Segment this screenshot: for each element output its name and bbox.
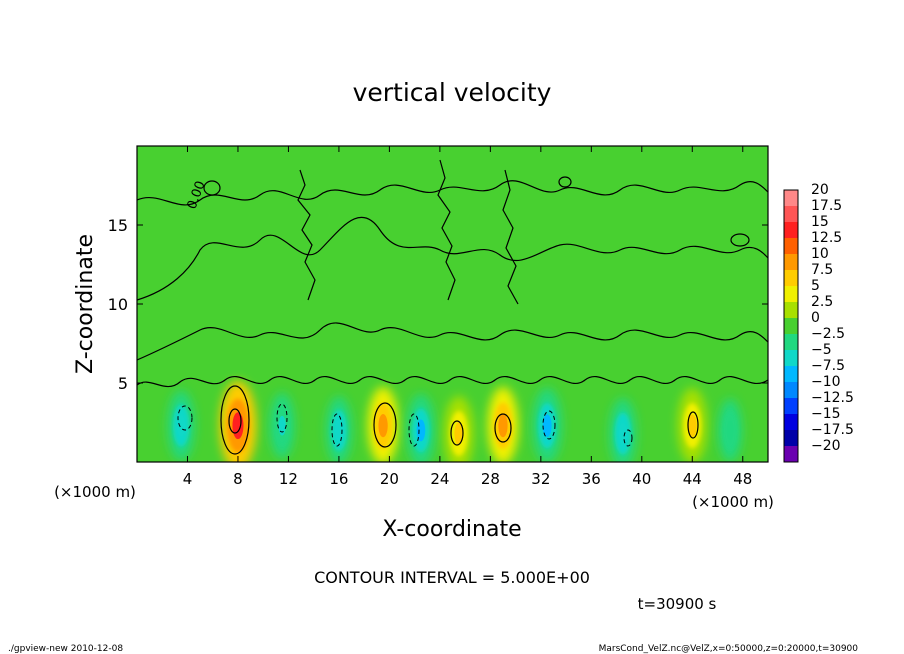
- x-tick-label: 36: [582, 470, 601, 488]
- colorbar-swatch: [784, 286, 798, 303]
- x-tick-label: 24: [430, 470, 449, 488]
- x-tick-label: 40: [632, 470, 651, 488]
- contour-closed: [203, 180, 221, 196]
- colorbar-swatch: [784, 350, 798, 367]
- colorbar-swatch: [784, 206, 798, 223]
- plot-area: 0.00: [136, 145, 769, 463]
- contour-line: [137, 322, 768, 361]
- colorbar-label: 7.5: [811, 262, 833, 278]
- contour-interval: CONTOUR INTERVAL = 5.000E+00: [314, 568, 590, 587]
- chart-title: vertical velocity: [353, 78, 552, 107]
- colorbar-label: 15: [811, 214, 829, 230]
- y-tick-label: 15: [108, 216, 128, 235]
- velocity-cell-core: [378, 414, 388, 438]
- colorbar-swatch: [784, 446, 798, 463]
- x-tick-label: 16: [329, 470, 348, 488]
- x-tick-label: 28: [481, 470, 500, 488]
- colorbar-swatch: [784, 302, 798, 319]
- contour-closed: [373, 402, 397, 448]
- velocity-cell-core: [542, 414, 552, 437]
- footer-right: MarsCond_VelZ.nc@VelZ,x=0:50000,z=0:2000…: [599, 644, 859, 654]
- contour-closed: [730, 233, 750, 247]
- colorbar-label: −15: [811, 406, 841, 422]
- velocity-cell-core: [618, 423, 627, 445]
- colorbar-label: −10: [811, 374, 841, 390]
- contour-closed: [687, 411, 699, 439]
- colorbar-swatch: [784, 398, 798, 415]
- footer-left: ./gpview-new 2010-12-08: [8, 644, 123, 654]
- time-label: t=30900 s: [638, 595, 717, 613]
- colorbar-label: −7.5: [811, 358, 845, 374]
- colorbar-swatch: [784, 430, 798, 447]
- x-axis-label: X-coordinate: [382, 517, 521, 542]
- contour-line: [137, 375, 768, 388]
- colorbar-label: −5: [811, 342, 832, 358]
- colorbar-swatch: [784, 190, 798, 207]
- y-axis-ticks: 5 10 15: [108, 216, 768, 393]
- x-axis-unit-right: (×1000 m): [692, 493, 774, 511]
- y-tick-label: 5: [118, 374, 128, 393]
- velocity-cell-core: [687, 414, 697, 437]
- contour-closed: [494, 413, 512, 443]
- velocity-cell-core: [498, 414, 508, 438]
- colorbar-label: 5: [811, 278, 820, 294]
- x-axis-ticks: 4 8 12 16 20 24 28 32 36 40 44 48: [183, 146, 752, 488]
- x-tick-label: 8: [233, 470, 243, 488]
- colorbar-label: −12.5: [811, 390, 854, 406]
- colorbar-label: 12.5: [811, 230, 842, 246]
- colorbar-swatch: [784, 254, 798, 271]
- colorbar-swatch: [784, 382, 798, 399]
- contour-closed: [558, 176, 572, 188]
- contour-negative: [331, 413, 343, 447]
- colorbar-swatch: [784, 222, 798, 239]
- colorbar-swatch: [784, 318, 798, 335]
- contour-negative: [623, 429, 633, 447]
- contour-line: [137, 180, 768, 206]
- colorbar-swatch: [784, 414, 798, 431]
- colorbar-frame: [783, 189, 799, 463]
- x-tick-label: 48: [733, 470, 752, 488]
- contour-line: [297, 159, 519, 305]
- colorbar-swatch: [784, 334, 798, 351]
- x-tick-label: 32: [531, 470, 550, 488]
- contour-negative: [276, 403, 288, 433]
- contour-closed: [450, 420, 464, 446]
- dashed-contours: [177, 403, 633, 447]
- velocity-cell-core: [278, 415, 286, 436]
- velocity-cell-core: [232, 412, 244, 440]
- x-tick-label: 12: [279, 470, 298, 488]
- colorbar-swatch: [784, 270, 798, 287]
- contour-negative: [408, 413, 420, 447]
- colorbar-label: −20: [811, 438, 841, 454]
- contour-closed: [220, 385, 250, 455]
- x-tick-label: 4: [183, 470, 193, 488]
- contour-negative: [542, 410, 556, 440]
- colorbar-swatch: [784, 366, 798, 383]
- colorbar-label: 10: [811, 246, 829, 262]
- x-axis-unit-left: (×1000 m): [54, 483, 136, 501]
- y-tick-label: 10: [108, 295, 128, 314]
- velocity-cell-core: [177, 415, 186, 437]
- colorbar-label: 20: [811, 182, 829, 198]
- contour-negative: [177, 405, 193, 431]
- colorbar-label: 2.5: [811, 294, 833, 310]
- colorbar-label: 17.5: [811, 198, 842, 214]
- colorbar: 2017.51512.5107.552.50−2.5−5−7.5−10−12.5…: [783, 182, 854, 463]
- colorbar-label: −17.5: [811, 422, 854, 438]
- velocity-cell-core: [454, 422, 464, 445]
- contour-lines: [137, 159, 768, 455]
- contour-line: [137, 216, 768, 301]
- x-tick-label: 44: [683, 470, 702, 488]
- contour-closed: [228, 408, 242, 434]
- colorbar-label: −2.5: [811, 326, 845, 342]
- velocity-cell-core: [335, 420, 343, 441]
- velocity-cell-core: [726, 420, 734, 440]
- colorbar-label: 0: [811, 310, 820, 326]
- x-tick-label: 20: [380, 470, 399, 488]
- y-axis-label: Z-coordinate: [73, 234, 98, 374]
- colorbar-swatch: [784, 238, 798, 255]
